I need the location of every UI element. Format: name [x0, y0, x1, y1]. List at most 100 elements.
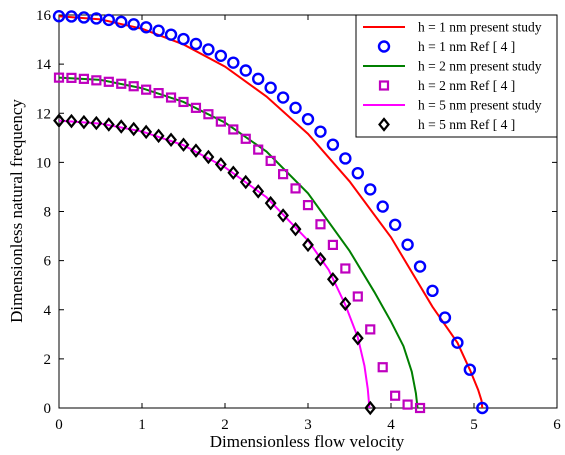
data-point-square	[103, 76, 114, 87]
data-point-circle	[52, 10, 66, 23]
data-point-square	[327, 239, 338, 251]
y-tick-label: 2	[44, 352, 52, 368]
legend-marker-swatch	[378, 117, 390, 132]
data-point-circle	[264, 81, 277, 94]
data-point-circle	[90, 12, 103, 25]
data-point-square	[290, 183, 301, 194]
x-tick-label: 5	[470, 417, 478, 433]
data-point-square	[178, 96, 189, 108]
data-point-diamond	[102, 117, 115, 132]
data-point-circle	[77, 11, 91, 24]
data-point-square	[128, 81, 139, 92]
data-point-circle	[214, 49, 228, 62]
data-point-square	[402, 399, 413, 410]
series-line	[59, 76, 419, 408]
data-point-diamond	[115, 119, 128, 134]
data-point-circle	[364, 183, 377, 196]
y-tick-label: 14	[36, 57, 52, 73]
data-point-square	[352, 291, 363, 302]
data-point-diamond	[264, 195, 277, 211]
data-point-square	[53, 72, 65, 83]
data-point-circle	[376, 200, 389, 213]
legend-label: h = 1 nm Ref [ 4 ]	[418, 39, 515, 54]
data-point-circle	[189, 37, 203, 51]
y-tick-label: 8	[44, 205, 52, 221]
data-point-diamond	[289, 221, 302, 237]
data-point-diamond	[90, 115, 103, 131]
data-point-circle	[65, 10, 78, 23]
data-point-diamond	[65, 113, 78, 129]
data-point-square	[240, 133, 251, 144]
y-tick-label: 0	[44, 401, 52, 417]
data-point-diamond	[140, 124, 153, 140]
data-point-square	[315, 219, 326, 230]
y-tick-label: 16	[36, 8, 52, 24]
data-point-square	[377, 362, 388, 373]
data-point-diamond	[239, 174, 252, 190]
legend-marker-swatch	[377, 40, 391, 53]
data-point-circle	[451, 336, 464, 349]
data-point-square	[165, 92, 177, 103]
data-point-circle	[289, 101, 302, 115]
data-point-circle	[152, 24, 165, 37]
data-point-circle	[463, 363, 477, 376]
data-point-circle	[401, 238, 414, 251]
legend-label: h = 5 nm Ref [ 4 ]	[418, 117, 515, 132]
data-point-diamond	[351, 331, 364, 346]
data-point-circle	[127, 18, 140, 31]
data-point-diamond	[364, 400, 377, 416]
legend-label: h = 5 nm present study	[418, 98, 542, 113]
data-point-square	[215, 116, 226, 127]
data-point-square	[78, 73, 90, 84]
data-point-circle	[339, 152, 352, 165]
data-point-circle	[438, 311, 452, 324]
data-point-square	[278, 169, 289, 180]
x-tick-label: 2	[221, 417, 229, 433]
data-point-circle	[252, 72, 265, 86]
data-point-circle	[227, 56, 240, 69]
y-tick-label: 4	[44, 303, 52, 319]
data-point-square	[414, 402, 426, 414]
x-axis-label: Dimensionless flow velocity	[210, 432, 405, 451]
x-tick-label: 0	[55, 417, 63, 433]
data-point-square	[390, 390, 401, 401]
data-point-diamond	[165, 132, 177, 148]
data-point-circle	[426, 284, 439, 298]
legend-label: h = 1 nm present study	[418, 20, 542, 35]
data-point-diamond	[53, 113, 65, 128]
data-point-square	[153, 88, 164, 99]
x-tick-label: 3	[304, 417, 312, 433]
data-point-square	[190, 102, 202, 113]
legend-label: h = 2 nm present study	[418, 59, 542, 74]
data-point-diamond	[227, 165, 240, 180]
data-point-circle	[476, 401, 489, 415]
data-point-diamond	[190, 143, 202, 158]
data-point-square	[116, 78, 127, 89]
data-point-diamond	[177, 137, 190, 152]
data-point-circle	[177, 32, 190, 46]
data-point-square	[203, 109, 214, 120]
data-point-circle	[388, 218, 402, 231]
data-point-circle	[301, 112, 315, 126]
data-point-square	[141, 84, 152, 95]
data-point-square	[365, 324, 376, 335]
legend: h = 1 nm present study h = 1 nm Ref [ 4 ]…	[355, 14, 558, 138]
data-point-diamond	[214, 157, 227, 172]
data-point-circle	[276, 91, 290, 104]
data-point-circle	[351, 166, 364, 180]
data-point-square	[265, 155, 276, 167]
data-point-circle	[164, 28, 178, 41]
series-markers	[52, 10, 489, 416]
data-point-circle	[239, 64, 252, 77]
y-tick-label: 10	[36, 155, 51, 171]
data-point-square	[91, 75, 102, 86]
data-point-circle	[102, 13, 116, 27]
data-point-diamond	[339, 296, 352, 312]
data-point-circle	[413, 260, 427, 273]
data-point-circle	[115, 15, 128, 29]
data-point-square	[253, 144, 264, 155]
data-point-diamond	[326, 272, 339, 287]
legend-marker-swatch	[378, 80, 390, 91]
data-point-circle	[139, 21, 153, 34]
